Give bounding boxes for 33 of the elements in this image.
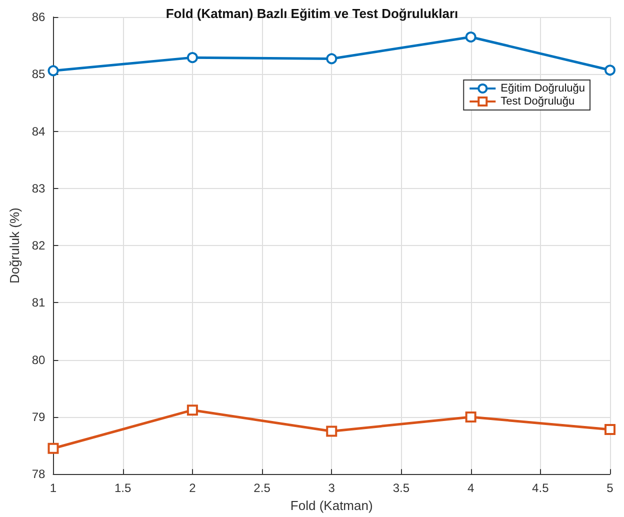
y-tick-label: 83 [32,181,46,196]
legend-label: Eğitim Doğruluğu [500,82,585,94]
point [604,424,616,436]
x-tick-label: 4.5 [532,481,550,496]
x-tick-label: 1 [50,481,57,496]
x-tick-label: 3.5 [392,481,410,496]
x-tick-label: 2.5 [254,481,271,496]
x-tick-label: 5 [606,481,614,496]
point [186,52,198,64]
y-axis-title: Doğruluk (%) [7,208,22,284]
point [326,426,338,437]
point [604,64,616,76]
y-tick-label: 79 [32,410,46,424]
x-tick-label: 3 [328,481,336,496]
chart-title: Fold (Katman) Bazlı Eğitim ve Test Doğrulukları [166,6,458,21]
point [326,53,338,64]
legend-label: Test Doğruluğu [500,96,575,108]
point [48,65,59,76]
y-tick-label: 81 [32,296,46,310]
x-tick-label: 2 [189,481,196,496]
y-tick-label: 80 [32,352,46,367]
point [465,32,476,42]
point [465,411,476,422]
x-tick-label: 4 [467,481,474,496]
x-axis-title: Fold (Katman) [290,498,373,513]
y-tick-label: 86 [32,10,46,24]
x-tick-label: 1.5 [114,481,132,496]
point [48,442,59,454]
y-tick-label: 82 [32,238,46,253]
y-tick-label: 84 [32,124,46,138]
y-tick-label: 85 [32,67,46,82]
y-tick-label: 78 [32,467,46,482]
point [186,404,198,416]
